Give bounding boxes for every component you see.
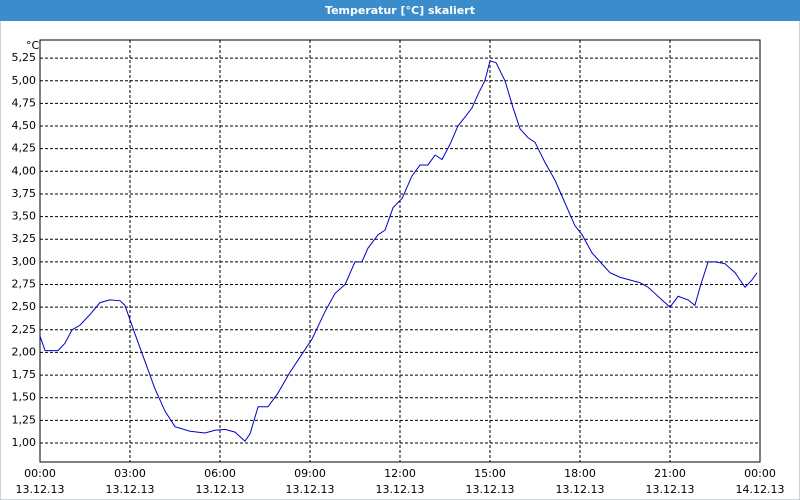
y-tick-label: 2,50 bbox=[12, 300, 37, 313]
y-tick-label: 2,00 bbox=[12, 345, 37, 358]
y-tick-label: 4,25 bbox=[12, 142, 37, 155]
x-tick-date: 13.12.13 bbox=[106, 483, 155, 496]
y-tick-label: 3,25 bbox=[12, 232, 37, 245]
y-tick-label: 3,50 bbox=[12, 210, 37, 223]
x-tick-label: 00:00 bbox=[24, 467, 56, 480]
y-unit: °C bbox=[26, 39, 40, 52]
x-tick-label: 21:00 bbox=[654, 467, 686, 480]
x-tick-date: 13.12.13 bbox=[646, 483, 695, 496]
y-tick-label: 2,75 bbox=[12, 278, 37, 291]
x-tick-label: 06:00 bbox=[204, 467, 236, 480]
y-tick-label: 5,00 bbox=[12, 74, 37, 87]
y-tick-label: 3,00 bbox=[12, 255, 37, 268]
y-tick-label: 3,75 bbox=[12, 187, 37, 200]
y-tick-label: 2,25 bbox=[12, 323, 37, 336]
x-tick-label: 09:00 bbox=[294, 467, 326, 480]
x-tick-date: 13.12.13 bbox=[286, 483, 335, 496]
y-tick-label: 1,00 bbox=[12, 436, 37, 449]
y-tick-label: 5,25 bbox=[12, 51, 37, 64]
x-tick-label: 18:00 bbox=[564, 467, 596, 480]
y-tick-label: 4,00 bbox=[12, 164, 37, 177]
x-tick-date: 13.12.13 bbox=[556, 483, 605, 496]
x-tick-label: 15:00 bbox=[474, 467, 506, 480]
x-tick-label: 00:00 bbox=[744, 467, 776, 480]
title-bar bbox=[0, 0, 800, 21]
chart-title: Temperatur [°C] skaliert bbox=[325, 4, 475, 17]
x-tick-date: 13.12.13 bbox=[376, 483, 425, 496]
x-tick-date: 13.12.13 bbox=[16, 483, 65, 496]
x-tick-label: 03:00 bbox=[114, 467, 146, 480]
x-tick-label: 12:00 bbox=[384, 467, 416, 480]
y-tick-label: 4,50 bbox=[12, 119, 37, 132]
x-tick-date: 14.12.13 bbox=[736, 483, 785, 496]
plot-border bbox=[39, 39, 761, 463]
x-tick-date: 13.12.13 bbox=[196, 483, 245, 496]
x-tick-date: 13.12.13 bbox=[466, 483, 515, 496]
y-tick-label: 1,50 bbox=[12, 391, 37, 404]
y-tick-label: 1,25 bbox=[12, 413, 37, 426]
y-tick-label: 4,75 bbox=[12, 96, 37, 109]
y-tick-label: 1,75 bbox=[12, 368, 37, 381]
temperature-line bbox=[39, 60, 758, 442]
